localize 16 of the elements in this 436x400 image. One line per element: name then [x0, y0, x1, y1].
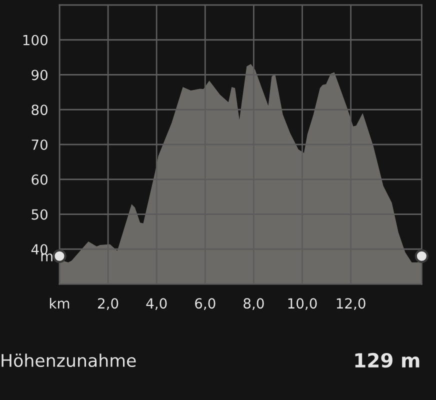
x-tick-label: 10,0: [288, 298, 317, 310]
x-tick-label: 8,0: [244, 298, 264, 310]
y-tick-label: 90: [32, 70, 48, 80]
x-tick-label: 6,0: [195, 298, 216, 310]
y-tick-label: 80: [32, 104, 48, 116]
y-tick-label: 60: [32, 174, 48, 185]
text: Höhenzunahme: [2, 354, 136, 368]
y-tick-label: 40: [31, 244, 48, 255]
x-tick-label: 12,0: [336, 298, 366, 310]
y-tick-label: 50: [32, 209, 48, 220]
x-tick-label: 4,0: [146, 298, 167, 310]
text: 129 m: [355, 352, 420, 368]
y-tick-label: 70: [32, 139, 48, 150]
x-tick-label: 2,0: [98, 298, 118, 310]
x-tick-label: km: [50, 298, 70, 308]
y-tick-label: 100: [23, 34, 48, 46]
